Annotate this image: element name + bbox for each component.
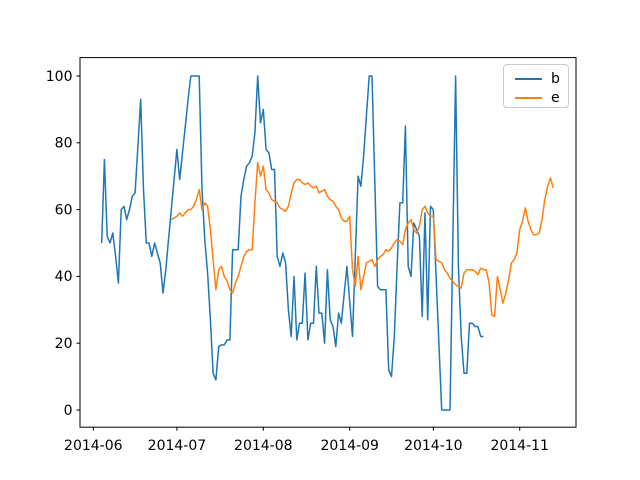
y-tick-label: 100 (46, 69, 73, 85)
legend-entry-b: b (515, 70, 568, 88)
x-tick-label: 2014-08 (234, 438, 293, 454)
series-e-label: e (551, 89, 560, 106)
y-tick-label: 40 (55, 269, 73, 285)
x-tick-label: 2014-11 (490, 438, 549, 454)
x-tick-label: 2014-10 (404, 438, 463, 454)
series-b-swatch (515, 77, 542, 80)
plot-area (79, 57, 577, 428)
legend: b e (503, 64, 569, 108)
y-tick-label: 60 (55, 202, 73, 218)
series-b-label: b (551, 70, 560, 87)
y-tick-label: 20 (55, 336, 73, 352)
x-tick-label: 2014-07 (148, 438, 207, 454)
series-b-line (100, 75, 484, 411)
series-e-swatch (515, 96, 542, 99)
y-tick-label: 0 (64, 403, 73, 419)
x-tick-label: 2014-06 (64, 438, 123, 454)
legend-entry-e: e (515, 89, 568, 107)
x-tick-label: 2014-09 (320, 438, 379, 454)
series-e-line (170, 162, 554, 318)
y-tick-label: 80 (55, 136, 73, 152)
